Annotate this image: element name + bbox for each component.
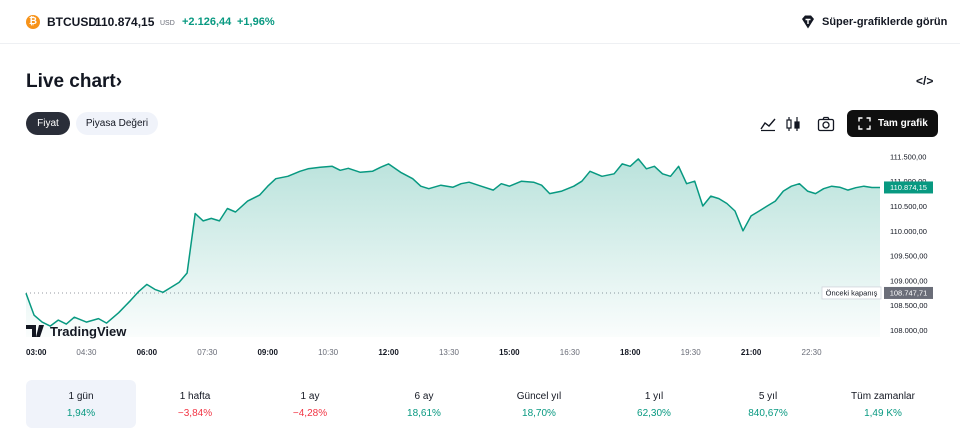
period-5y[interactable]: 5 yıl 840,67% xyxy=(713,380,823,428)
performance-periods: 1 gün 1,94% 1 hafta −3,84% 1 ay −4,28% 6… xyxy=(0,378,960,428)
price-line xyxy=(25,158,880,327)
ticker-bar: ₿ BTCUSD 110.874,15 USD +2.126,44 +1,96%… xyxy=(0,0,960,44)
period-value: −3,84% xyxy=(177,408,213,419)
previous-close-tag: Önceki kapanış 108.747,71 xyxy=(821,286,933,300)
fullscreen-icon xyxy=(858,117,871,130)
period-value: 1,49 K% xyxy=(864,408,902,419)
price-chart[interactable]: 111.500,00111.000,00110.500,00110.000,00… xyxy=(0,145,960,365)
period-label: 1 ay xyxy=(300,391,320,402)
full-chart-button[interactable]: Tam grafik xyxy=(847,110,938,137)
x-tick-label: 18:00 xyxy=(620,348,641,357)
period-value: −4,28% xyxy=(292,408,328,419)
period-value: 62,30% xyxy=(637,408,671,419)
period-value: 840,67% xyxy=(748,408,788,419)
period-all-time[interactable]: Tüm zamanlar 1,49 K% xyxy=(828,380,938,428)
period-label: 1 gün xyxy=(68,391,94,402)
y-tick-label: 110.000,00 xyxy=(890,227,927,236)
period-1m[interactable]: 1 ay −4,28% xyxy=(255,380,365,428)
current-price-tag: 110.874,15 xyxy=(884,181,933,194)
period-6m[interactable]: 6 ay 18,61% xyxy=(369,380,479,428)
supercharts-icon[interactable] xyxy=(800,14,816,30)
embed-code-icon[interactable]: </> xyxy=(916,74,934,88)
chevron-right-icon: › xyxy=(115,71,123,92)
area-chart-icon[interactable] xyxy=(757,113,779,135)
x-tick-label: 03:00 xyxy=(26,348,47,357)
tradingview-logo-icon xyxy=(26,325,44,337)
live-chart-title[interactable]: Live chart› xyxy=(26,71,122,93)
x-tick-label: 12:00 xyxy=(378,348,399,357)
tradingview-wordmark: TradingView xyxy=(50,324,127,339)
x-tick-label: 10:30 xyxy=(318,348,339,357)
current-price-bg xyxy=(884,181,933,194)
x-tick-label: 21:00 xyxy=(741,348,762,357)
x-tick-label: 09:00 xyxy=(257,348,278,357)
live-chart-title-text: Live chart xyxy=(26,71,116,92)
current-price-label: 110.874,15 xyxy=(890,183,927,192)
y-tick-label: 111.500,00 xyxy=(890,152,926,161)
ticker-change: +2.126,44 xyxy=(182,16,232,28)
ticker-currency: USD xyxy=(160,20,175,27)
period-value: 18,61% xyxy=(407,408,441,419)
x-tick-label: 07:30 xyxy=(197,348,218,357)
y-tick-label: 108.000,00 xyxy=(890,326,928,335)
camera-icon[interactable] xyxy=(815,113,837,135)
period-value: 1,94% xyxy=(66,408,96,419)
previous-close-name-bg xyxy=(821,286,882,300)
x-tick-label: 06:00 xyxy=(137,348,158,357)
y-tick-label: 109.500,00 xyxy=(890,252,928,261)
x-tick-label: 15:00 xyxy=(499,348,520,357)
period-ytd[interactable]: Güncel yıl 18,70% xyxy=(484,380,594,428)
tradingview-watermark: TradingView xyxy=(26,324,127,339)
ticker-change-percent: +1,96% xyxy=(237,16,275,28)
period-label: 1 hafta xyxy=(179,391,211,402)
previous-close-name: Önceki kapanış xyxy=(826,288,878,297)
tab-market-cap[interactable]: Piyasa Değeri xyxy=(76,112,158,135)
candlestick-icon[interactable] xyxy=(782,113,804,135)
period-1y[interactable]: 1 yıl 62,30% xyxy=(599,380,709,428)
y-axis: 111.500,00111.000,00110.500,00110.000,00… xyxy=(890,152,928,335)
previous-close-price: 108.747,71 xyxy=(890,288,928,297)
y-tick-label: 109.000,00 xyxy=(890,276,928,285)
supercharts-link[interactable]: Süper-grafiklerde görün xyxy=(822,16,948,28)
x-tick-label: 16:30 xyxy=(560,348,581,357)
period-label: Güncel yıl xyxy=(516,391,562,402)
period-1w[interactable]: 1 hafta −3,84% xyxy=(140,380,250,428)
y-tick-label: 110.500,00 xyxy=(890,202,927,211)
ticker-price: 110.874,15 xyxy=(95,15,155,29)
y-tick-label: 108.500,00 xyxy=(890,301,928,310)
x-axis: 03:00 04:30 06:00 07:30 09:00 10:30 12:00 13:30… xyxy=(26,348,822,357)
period-label: 1 yıl xyxy=(644,391,664,402)
tab-price[interactable]: Fiyat xyxy=(26,112,70,135)
period-1d[interactable]: 1 gün 1,94% xyxy=(26,380,136,428)
period-label: 6 ay xyxy=(414,391,434,402)
previous-close-price-bg xyxy=(884,286,933,299)
full-chart-label: Tam grafik xyxy=(878,118,928,129)
ticker-symbol[interactable]: BTCUSD xyxy=(47,15,97,29)
x-tick-label: 19:30 xyxy=(681,348,702,357)
bitcoin-icon: ₿ xyxy=(26,15,40,29)
price-area xyxy=(26,158,880,337)
period-label: 5 yıl xyxy=(758,391,778,402)
x-tick-label: 13:30 xyxy=(439,348,460,357)
period-label: Tüm zamanlar xyxy=(851,391,915,402)
period-value: 18,70% xyxy=(522,408,556,419)
x-tick-label: 04:30 xyxy=(76,348,97,357)
x-tick-label: 22:30 xyxy=(802,348,823,357)
